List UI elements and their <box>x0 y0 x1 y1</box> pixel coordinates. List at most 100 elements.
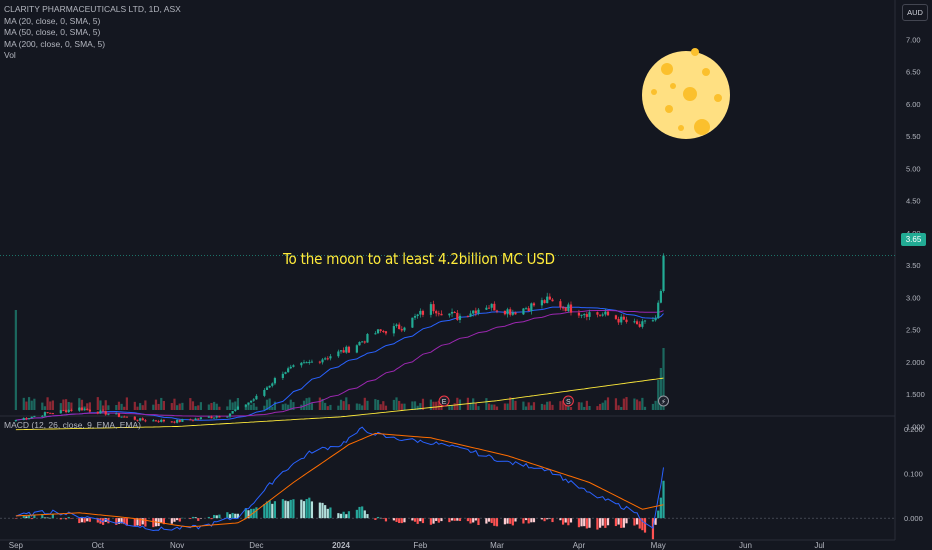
volume-bar <box>284 403 287 410</box>
macd-histogram-bar <box>136 518 139 526</box>
macd-line <box>15 426 664 532</box>
volume-bar <box>363 397 366 410</box>
ma20-legend[interactable]: MA (20, close, 0, SMA, 5) <box>4 15 101 26</box>
time-axis-tick-label: Feb <box>413 541 427 550</box>
candle-body <box>287 368 290 373</box>
macd-histogram-bar <box>620 518 623 528</box>
candle-body <box>218 416 221 418</box>
candle-body <box>495 310 499 312</box>
volume-legend[interactable]: Vol <box>4 50 16 60</box>
macd-histogram-bar <box>450 518 454 521</box>
volume-bar <box>617 405 620 410</box>
macd-histogram-bar <box>604 518 607 528</box>
volume-bar <box>80 399 84 410</box>
chart-annotation-text[interactable]: To the moon to at least 4.2billion MC US… <box>283 250 555 268</box>
candle-body <box>83 409 86 411</box>
macd-histogram-bar <box>421 518 425 524</box>
candle-body <box>532 303 536 306</box>
moon-crater <box>683 87 697 101</box>
volume-bar <box>268 398 271 410</box>
macd-histogram-bar <box>117 518 121 524</box>
macd-histogram-bar <box>469 518 472 524</box>
macd-histogram-bar <box>376 516 380 519</box>
candle-body <box>583 314 586 316</box>
volume-bar <box>324 402 327 410</box>
volume-bar <box>345 397 348 410</box>
macd-histogram-bar <box>268 500 271 519</box>
volume-bar <box>199 402 203 410</box>
volume-bar <box>141 405 144 410</box>
candle-body <box>638 324 641 327</box>
candle-body <box>458 315 462 320</box>
volume-bar <box>347 404 351 410</box>
macd-histogram-bar <box>292 499 295 519</box>
macd-histogram-bar <box>606 518 610 526</box>
candle-body <box>78 407 81 411</box>
macd-histogram-bar <box>384 518 388 522</box>
volume-bar <box>133 401 136 410</box>
volume-bar <box>651 403 655 410</box>
macd-histogram-bar <box>70 518 73 519</box>
moon-crater <box>678 125 684 131</box>
volume-bar <box>218 406 221 410</box>
candle-body <box>453 311 456 313</box>
ma50-legend[interactable]: MA (50, close, 0, SMA, 5) <box>4 27 101 37</box>
volume-bar <box>234 401 237 410</box>
last-price-tag: 3.65 <box>901 233 926 246</box>
candle-body <box>493 303 496 311</box>
candle-body <box>64 410 68 413</box>
volume-bar <box>487 403 491 410</box>
macd-histogram-bar <box>104 518 107 522</box>
volume-bar <box>419 403 422 410</box>
macd-histogram-bar <box>398 518 401 524</box>
candle-body <box>228 413 232 417</box>
ma200-line <box>15 377 664 431</box>
candle-body <box>398 324 401 330</box>
candle-body <box>284 372 287 374</box>
macd-histogram-bar <box>30 518 33 520</box>
candle-body <box>617 318 620 323</box>
macd-histogram-bar <box>265 501 269 519</box>
candle-body <box>215 416 218 418</box>
volume-bar <box>598 403 602 410</box>
volume-bar <box>643 406 647 410</box>
macd-histogram-bar <box>231 512 234 519</box>
volume-bar <box>123 406 126 410</box>
candle-body <box>226 416 229 418</box>
macd-legend[interactable]: MACD (12, 26, close, 9, EMA, EMA) <box>4 420 141 430</box>
volume-bar <box>101 405 105 410</box>
macd-histogram-bar <box>22 515 25 519</box>
currency-button[interactable]: AUD <box>902 4 928 21</box>
volume-bar <box>485 398 488 410</box>
candle-body <box>564 307 567 311</box>
candle-body <box>450 311 454 314</box>
moon-crater <box>670 83 676 89</box>
price-axis-tick-label: 6.50 <box>906 68 921 77</box>
volume-bar <box>67 401 70 410</box>
candle-body <box>530 303 533 312</box>
volume-bar <box>213 401 216 410</box>
macd-histogram-bar <box>456 518 459 521</box>
candle-body <box>419 310 422 315</box>
ma200-legend[interactable]: MA (200, close, 0, SMA, 5) <box>4 38 106 49</box>
candle-body <box>342 350 345 353</box>
macd-histogram-bar <box>543 518 546 522</box>
candle-body <box>514 312 517 315</box>
macd-histogram-bar <box>625 518 628 524</box>
volume-bar <box>493 404 496 410</box>
event-marker <box>658 395 670 407</box>
macd-histogram-bar <box>284 500 287 519</box>
volume-bar <box>601 402 604 410</box>
macd-histogram-bar <box>440 518 443 522</box>
volume-bar <box>281 404 284 410</box>
macd-histogram-bar <box>662 480 665 519</box>
macd-histogram-bar <box>176 518 179 521</box>
volume-bar <box>318 397 321 410</box>
volume-bar <box>577 402 581 410</box>
candle-body <box>569 304 573 313</box>
candle-body <box>559 301 562 308</box>
candle-body <box>635 321 639 325</box>
volume-bar <box>321 398 324 410</box>
candle-body <box>170 421 173 423</box>
